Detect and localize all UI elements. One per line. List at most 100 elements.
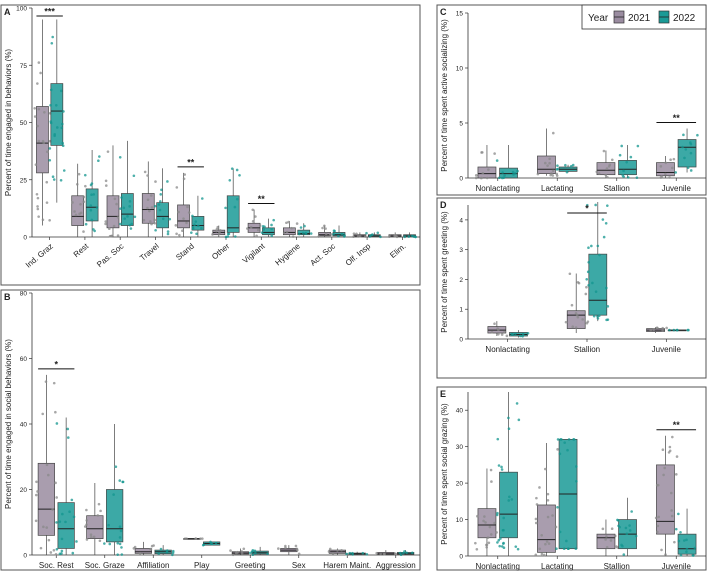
box-2021-stallion <box>564 272 590 334</box>
data-point <box>596 317 600 320</box>
data-point <box>149 220 152 223</box>
data-point <box>61 512 64 516</box>
data-point <box>309 232 313 235</box>
data-point <box>604 221 608 225</box>
data-point <box>475 547 479 551</box>
data-point <box>521 332 525 336</box>
data-point <box>103 542 106 545</box>
data-point <box>493 322 496 325</box>
data-point <box>625 160 628 164</box>
data-point <box>73 210 76 213</box>
data-point <box>182 217 185 220</box>
data-point <box>146 174 149 177</box>
data-point <box>48 158 52 162</box>
data-point <box>235 197 239 201</box>
data-point <box>45 526 49 529</box>
data-point <box>671 166 674 170</box>
data-point <box>487 168 490 171</box>
data-point <box>77 172 81 176</box>
data-point <box>411 551 414 555</box>
data-point <box>686 166 690 169</box>
data-point <box>540 552 544 556</box>
data-point <box>82 200 86 204</box>
x-tick-label: Affiliation <box>137 561 169 570</box>
data-point <box>337 234 340 238</box>
y-tick-label: 0 <box>459 337 463 344</box>
data-point <box>35 192 39 196</box>
panel-B: B 0 20 40 60 80 Percent of time engaged in soc… <box>0 289 421 571</box>
data-point <box>652 328 655 331</box>
box-body <box>262 227 275 236</box>
data-point <box>379 552 382 556</box>
data-point <box>60 549 64 553</box>
data-point <box>661 448 665 451</box>
data-point <box>150 206 154 209</box>
data-point <box>687 328 690 332</box>
data-point <box>79 202 82 206</box>
data-point <box>104 179 108 183</box>
box-2021-travel <box>141 161 157 237</box>
data-point <box>35 480 38 484</box>
data-point <box>595 170 599 174</box>
data-point <box>481 171 485 175</box>
data-point <box>618 153 622 157</box>
data-point <box>148 209 151 213</box>
data-point <box>679 553 683 557</box>
legend-label: 2021 <box>628 13 651 24</box>
data-point <box>84 222 88 226</box>
data-point <box>345 552 348 556</box>
data-point <box>96 514 100 517</box>
box-2021-play <box>183 537 204 540</box>
data-point <box>34 163 38 166</box>
data-point <box>227 232 231 236</box>
data-point <box>571 325 575 328</box>
data-point <box>118 536 122 539</box>
data-point <box>42 141 46 145</box>
data-point <box>266 552 269 556</box>
data-point <box>61 144 65 148</box>
data-point <box>177 210 180 214</box>
y-axis-label: Percent of time spent social grazing (%) <box>440 403 449 545</box>
data-point <box>591 281 594 285</box>
data-point <box>120 546 123 549</box>
data-point <box>120 553 124 556</box>
data-point <box>356 235 360 238</box>
box-2021-ind-graz <box>33 19 52 226</box>
data-point <box>558 530 562 534</box>
data-point <box>625 532 629 536</box>
data-point <box>512 173 515 176</box>
data-point <box>692 554 695 557</box>
data-point <box>59 89 63 93</box>
data-point <box>182 177 186 181</box>
data-point <box>502 516 506 520</box>
box-2021-hygiene <box>282 220 299 238</box>
data-point <box>50 41 54 45</box>
box-2021-stallion <box>595 149 616 179</box>
box-2021-juvenile <box>646 326 668 334</box>
data-point <box>677 539 681 543</box>
data-point <box>37 139 41 143</box>
data-point <box>519 334 522 338</box>
data-point <box>214 541 218 545</box>
data-point <box>498 544 502 548</box>
data-point <box>175 232 178 236</box>
significance-label: ** <box>673 113 681 123</box>
data-point <box>598 253 601 257</box>
data-point <box>54 410 57 414</box>
data-point <box>66 427 70 431</box>
legend-label: 2022 <box>673 13 696 24</box>
box-2022-play <box>201 540 221 547</box>
box-2021-affiliation <box>132 541 155 555</box>
data-point <box>626 176 630 179</box>
data-point <box>166 232 170 236</box>
data-point <box>511 170 515 174</box>
y-tick-label: 3 <box>459 247 463 254</box>
data-point <box>142 218 146 222</box>
data-point <box>303 224 306 228</box>
data-point <box>104 222 107 226</box>
data-point <box>187 211 191 214</box>
panel-letter: E <box>440 389 446 399</box>
data-point <box>546 515 550 519</box>
data-point <box>499 537 502 540</box>
data-point <box>51 508 54 511</box>
